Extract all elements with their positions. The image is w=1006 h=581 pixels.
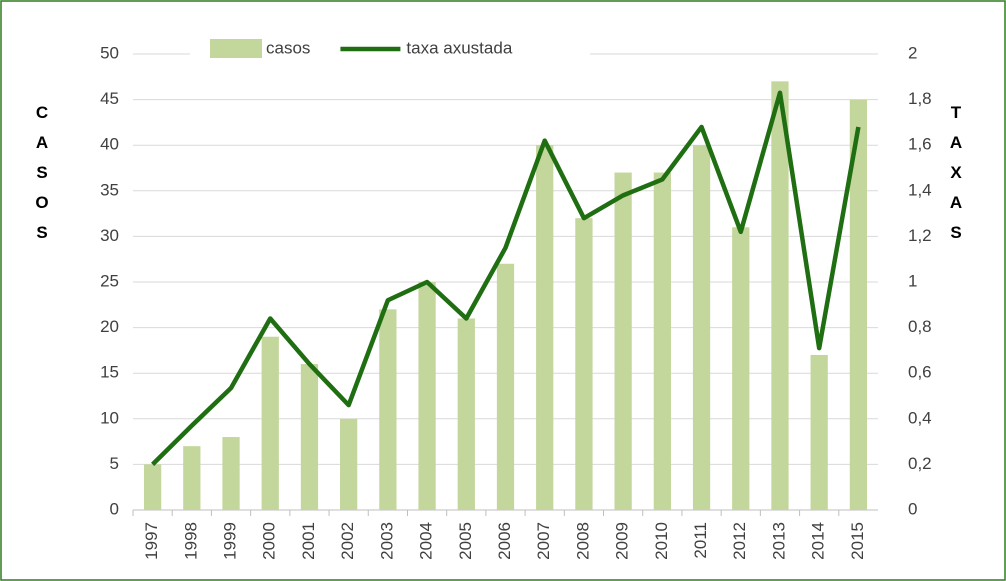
x-tick-label: 2015 bbox=[848, 522, 867, 560]
x-tick-label: 2008 bbox=[573, 522, 592, 560]
legend-swatch bbox=[210, 39, 262, 58]
y2-tick-label: 0,6 bbox=[908, 363, 932, 382]
y2-tick-label: 0 bbox=[908, 499, 917, 518]
bar bbox=[810, 354, 828, 510]
bar bbox=[222, 437, 240, 510]
bar bbox=[143, 464, 162, 510]
bar bbox=[496, 263, 515, 510]
y2-tick-label: 1,4 bbox=[908, 180, 932, 199]
x-tick-label: 2005 bbox=[456, 522, 475, 560]
bar bbox=[418, 282, 436, 510]
bar bbox=[732, 227, 750, 510]
y-tick-label: 45 bbox=[100, 89, 119, 108]
x-tick-label: 2007 bbox=[534, 522, 553, 560]
y2-tick-label: 1,8 bbox=[908, 89, 932, 108]
legend-label: taxa axustada bbox=[406, 38, 512, 57]
x-tick-label: 2006 bbox=[495, 522, 514, 560]
x-tick-label: 1999 bbox=[221, 522, 240, 560]
x-tick-label: 2010 bbox=[652, 522, 671, 560]
y2-tick-label: 1,2 bbox=[908, 226, 932, 245]
bar bbox=[653, 172, 671, 510]
bar bbox=[457, 318, 475, 510]
x-tick-label: 2000 bbox=[260, 522, 279, 560]
y-tick-label: 0 bbox=[110, 499, 119, 518]
bar bbox=[692, 145, 711, 510]
y2-tick-label: 0,4 bbox=[908, 408, 932, 427]
x-tick-label: 2009 bbox=[613, 522, 632, 560]
y2-axis-title: TAXAS bbox=[949, 103, 963, 242]
bar bbox=[575, 218, 593, 510]
legend-label: casos bbox=[266, 38, 310, 57]
y2-tick-label: 1,6 bbox=[908, 135, 932, 154]
y-axis-title: CASOS bbox=[35, 103, 49, 242]
bar bbox=[300, 364, 319, 510]
y-tick-label: 10 bbox=[100, 408, 119, 427]
bar bbox=[379, 309, 397, 510]
bar bbox=[183, 446, 201, 510]
y-tick-label: 5 bbox=[110, 454, 119, 473]
y2-tick-label: 0,8 bbox=[908, 317, 932, 336]
x-tick-label: 2002 bbox=[338, 522, 357, 560]
bar bbox=[536, 145, 554, 510]
x-tick-label: 2014 bbox=[809, 522, 828, 560]
bar bbox=[771, 81, 789, 511]
x-tick-label: 1998 bbox=[181, 522, 200, 560]
y-tick-label: 20 bbox=[100, 317, 119, 336]
bar bbox=[340, 418, 358, 510]
y-tick-label: 40 bbox=[100, 135, 119, 154]
bar bbox=[261, 336, 279, 510]
y2-tick-label: 2 bbox=[908, 43, 917, 62]
x-tick-label: 1997 bbox=[142, 522, 161, 560]
y2-tick-label: 1 bbox=[908, 271, 917, 290]
y-tick-label: 15 bbox=[100, 363, 119, 382]
x-tick-label: 2001 bbox=[299, 522, 318, 560]
x-tick-label: 2013 bbox=[769, 522, 788, 560]
x-tick-label: 2011 bbox=[691, 522, 710, 559]
bar bbox=[614, 172, 632, 510]
x-tick-label: 2003 bbox=[377, 522, 396, 560]
bar bbox=[849, 99, 868, 510]
y2-tick-label: 0,2 bbox=[908, 454, 932, 473]
line bbox=[151, 90, 861, 467]
y-tick-label: 25 bbox=[100, 271, 119, 290]
y-tick-label: 35 bbox=[100, 180, 119, 199]
y-tick-label: 30 bbox=[100, 226, 119, 245]
y-tick-label: 50 bbox=[100, 43, 119, 62]
x-tick-label: 2004 bbox=[417, 522, 436, 560]
x-tick-label: 2012 bbox=[730, 522, 749, 560]
